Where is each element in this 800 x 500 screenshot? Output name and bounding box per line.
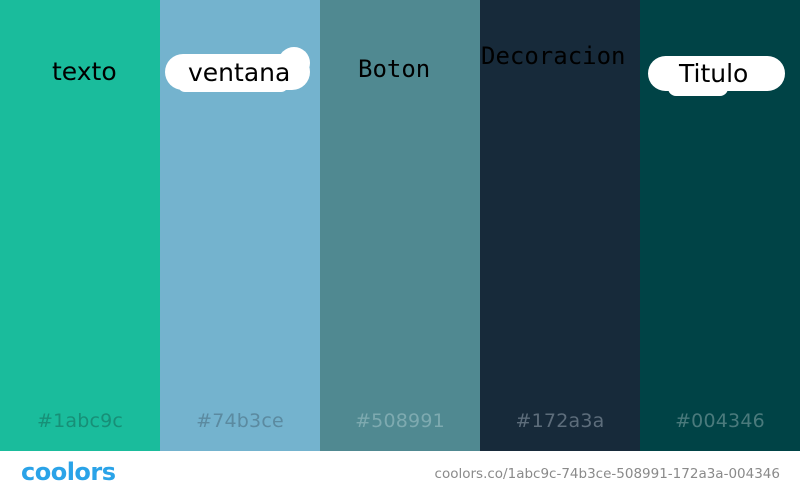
palette-url[interactable]: coolors.co/1abc9c-74b3ce-508991-172a3a-0… — [434, 466, 780, 482]
color-swatch-1[interactable]: #1abc9c — [0, 0, 160, 451]
ventana-highlight — [165, 47, 310, 92]
swatch-hex-code: #1abc9c — [36, 410, 124, 432]
swatch-hex-code: #172a3a — [515, 410, 605, 432]
swatch-note-ventana: ventana — [188, 58, 291, 87]
swatch-hex-code: #508991 — [355, 410, 445, 432]
color-swatch-4[interactable]: #172a3a — [480, 0, 640, 451]
swatch-note-titulo: Titulo — [679, 59, 749, 88]
color-swatch-3[interactable]: #508991 — [320, 0, 480, 451]
titulo-highlight — [648, 56, 785, 96]
swatch-note-decoracion: Decoracion — [481, 42, 626, 70]
swatch-hex-code: #004346 — [675, 410, 765, 432]
footer-bar — [0, 451, 800, 500]
swatch-note-texto: texto — [52, 57, 117, 86]
highlight-marks — [165, 47, 785, 96]
coolors-logo[interactable]: coolors — [21, 458, 116, 486]
swatch-hex-code: #74b3ce — [196, 410, 284, 432]
color-palette: #1abc9c #74b3ce #508991 #172a3a #004346 — [0, 0, 800, 451]
swatch-note-boton: Boton — [358, 55, 431, 83]
